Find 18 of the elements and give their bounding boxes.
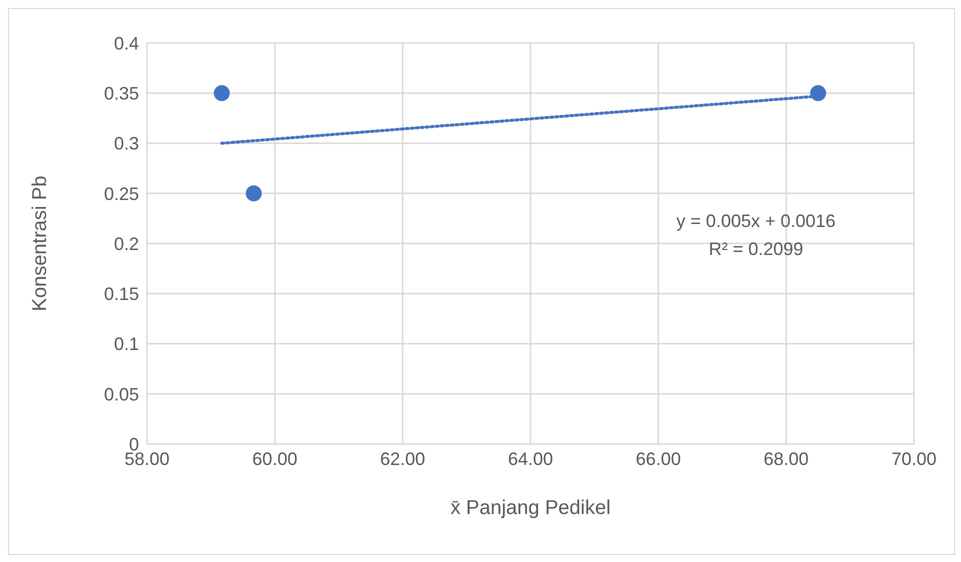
y-tick-label: 0.35: [104, 84, 139, 104]
y-tick-label: 0.3: [114, 134, 139, 154]
y-tick-label: 0.2: [114, 234, 139, 254]
x-tick-label: 60.00: [252, 448, 298, 469]
y-axis-title: Konsentrasi Pb: [29, 176, 52, 312]
x-tick-label: 64.00: [508, 448, 554, 469]
y-tick-label: 0.05: [104, 384, 139, 404]
x-tick-label: 70.00: [891, 448, 937, 469]
y-tick-label: 0.25: [104, 184, 139, 204]
y-tick-label: 0.15: [104, 284, 139, 304]
x-axis-title: x̄ Panjang Pedikel: [450, 497, 611, 519]
x-tick-label: 66.00: [636, 448, 681, 469]
y-tick-label: 0.4: [114, 33, 139, 54]
x-tick-label: 62.00: [380, 448, 426, 469]
annotation: y = 0.005x + 0.0016: [676, 211, 836, 231]
x-tick-label: 68.00: [764, 448, 809, 469]
annotation: R² = 0.2099: [708, 239, 804, 259]
y-tick-label: 0.1: [114, 334, 139, 354]
